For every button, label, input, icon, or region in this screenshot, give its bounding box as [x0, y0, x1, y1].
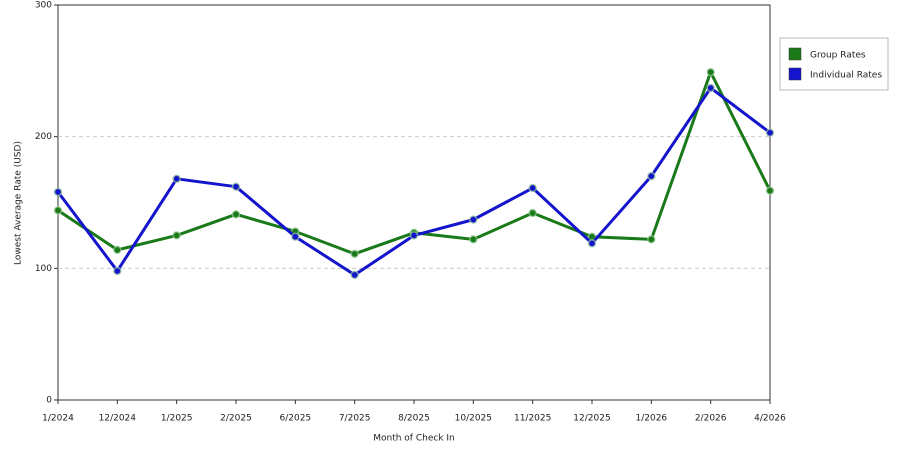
x-tick-label: 10/2025 — [455, 414, 492, 424]
data-point — [231, 210, 241, 219]
x-tick-label: 12/2024 — [99, 414, 137, 424]
data-point — [647, 235, 656, 244]
data-point — [765, 128, 775, 137]
x-axis-label: Month of Check In — [373, 434, 455, 444]
x-tick-label: 4/2026 — [754, 414, 786, 424]
legend-swatch — [788, 47, 802, 61]
data-point — [528, 183, 537, 193]
data-point — [350, 249, 359, 259]
x-tick-label: 7/2025 — [339, 414, 371, 424]
x-tick-label: 12/2025 — [573, 414, 610, 424]
plot-area — [57, 4, 771, 401]
x-tick-label: 8/2025 — [398, 414, 430, 424]
y-tick-label: 200 — [35, 132, 52, 142]
data-point — [231, 182, 241, 191]
data-point — [587, 239, 597, 248]
y-axis-label: Lowest Average Rate (USD) — [14, 141, 24, 265]
data-point — [765, 186, 775, 195]
x-tick-label: 2/2025 — [220, 414, 252, 424]
legend: Group Rates Individual Rates — [779, 37, 889, 91]
legend-label: Individual Rates — [810, 71, 882, 81]
data-point — [350, 270, 359, 280]
data-point — [172, 231, 181, 240]
legend-swatch — [788, 67, 802, 81]
y-tick-label: 100 — [35, 264, 52, 274]
x-tick-label: 2/2026 — [695, 414, 727, 424]
x-tick-label: 6/2025 — [279, 414, 311, 424]
data-point — [706, 83, 715, 93]
legend-box — [779, 37, 889, 91]
data-point — [53, 187, 63, 197]
data-point — [469, 215, 478, 224]
data-point — [469, 235, 478, 244]
data-point — [113, 266, 122, 276]
y-tick-label: 0 — [46, 396, 52, 406]
data-point — [172, 174, 181, 184]
x-tick-label: 11/2025 — [514, 414, 551, 424]
x-tick-label: 1/2026 — [635, 414, 667, 424]
data-point — [113, 245, 122, 255]
x-tick-label: 1/2024 — [42, 414, 74, 424]
data-point — [53, 206, 63, 215]
x-tick-label: 1/2025 — [161, 414, 193, 424]
data-point — [706, 67, 715, 77]
y-tick-label: 300 — [35, 1, 52, 11]
data-point — [409, 231, 419, 240]
data-point — [528, 208, 537, 218]
data-point — [291, 232, 300, 241]
data-point — [647, 171, 656, 181]
legend-label: Group Rates — [810, 51, 866, 61]
